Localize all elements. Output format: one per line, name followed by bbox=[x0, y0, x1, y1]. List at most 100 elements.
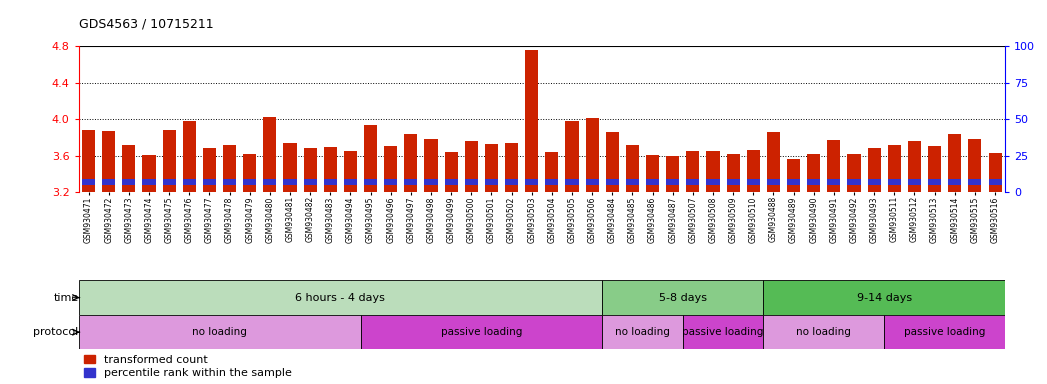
Bar bbox=[847, 154, 861, 192]
Text: no loading: no loading bbox=[615, 327, 670, 337]
Text: GDS4563 / 10715211: GDS4563 / 10715211 bbox=[79, 18, 214, 31]
Bar bbox=[465, 141, 477, 192]
Bar bbox=[766, 132, 780, 192]
Bar bbox=[602, 315, 683, 349]
Bar bbox=[284, 179, 296, 185]
Bar bbox=[646, 155, 660, 192]
Bar bbox=[747, 150, 760, 192]
Bar bbox=[103, 131, 115, 192]
Bar bbox=[727, 179, 740, 185]
Bar bbox=[79, 315, 360, 349]
Bar bbox=[787, 159, 800, 192]
Bar bbox=[585, 179, 599, 185]
Text: protocol: protocol bbox=[34, 327, 79, 337]
Bar bbox=[304, 179, 317, 185]
Bar bbox=[968, 179, 981, 185]
Bar bbox=[364, 179, 377, 185]
Bar bbox=[526, 50, 538, 192]
Bar bbox=[183, 179, 196, 185]
Bar bbox=[203, 179, 216, 185]
Bar bbox=[545, 179, 558, 185]
Bar bbox=[82, 130, 95, 192]
Bar bbox=[606, 132, 619, 192]
Bar bbox=[928, 179, 941, 185]
Bar bbox=[485, 179, 498, 185]
Bar bbox=[162, 130, 176, 192]
Bar bbox=[626, 179, 639, 185]
Bar bbox=[908, 179, 921, 185]
Bar bbox=[324, 179, 337, 185]
Bar bbox=[727, 154, 740, 192]
Bar bbox=[304, 148, 317, 192]
Bar bbox=[807, 154, 820, 192]
Text: 9-14 days: 9-14 days bbox=[856, 293, 912, 303]
Bar bbox=[763, 280, 1005, 315]
Text: 6 hours - 4 days: 6 hours - 4 days bbox=[295, 293, 385, 303]
Bar bbox=[666, 179, 680, 185]
Bar bbox=[988, 153, 1002, 192]
Bar bbox=[82, 179, 95, 185]
Bar bbox=[424, 179, 438, 185]
Bar bbox=[364, 124, 377, 192]
Bar bbox=[683, 315, 763, 349]
Bar bbox=[585, 118, 599, 192]
Bar bbox=[162, 179, 176, 185]
Text: passive loading: passive loading bbox=[441, 327, 522, 337]
Bar bbox=[827, 140, 841, 192]
Bar bbox=[646, 179, 660, 185]
Bar bbox=[766, 179, 780, 185]
Bar bbox=[707, 179, 719, 185]
Bar bbox=[888, 179, 900, 185]
Bar bbox=[949, 134, 961, 192]
Bar bbox=[968, 139, 981, 192]
Bar bbox=[243, 154, 257, 192]
Bar bbox=[183, 121, 196, 192]
Bar bbox=[404, 179, 418, 185]
Bar bbox=[888, 144, 900, 192]
Bar bbox=[763, 315, 885, 349]
Bar bbox=[404, 134, 418, 192]
Text: 5-8 days: 5-8 days bbox=[659, 293, 707, 303]
Bar bbox=[807, 179, 820, 185]
Bar bbox=[626, 144, 639, 192]
Bar bbox=[505, 143, 518, 192]
Bar bbox=[264, 117, 276, 192]
Bar bbox=[747, 179, 760, 185]
Bar bbox=[707, 151, 719, 192]
Bar bbox=[343, 179, 357, 185]
Bar bbox=[988, 179, 1002, 185]
Bar bbox=[243, 179, 257, 185]
Text: passive loading: passive loading bbox=[683, 327, 764, 337]
Bar bbox=[384, 146, 397, 192]
Bar bbox=[526, 179, 538, 185]
Bar bbox=[103, 179, 115, 185]
Legend: transformed count, percentile rank within the sample: transformed count, percentile rank withi… bbox=[84, 355, 292, 379]
Bar bbox=[284, 143, 296, 192]
Bar bbox=[606, 179, 619, 185]
Bar bbox=[687, 151, 699, 192]
Bar bbox=[565, 179, 579, 185]
Bar bbox=[465, 179, 477, 185]
Bar bbox=[384, 179, 397, 185]
Bar bbox=[360, 315, 602, 349]
Text: passive loading: passive loading bbox=[904, 327, 985, 337]
Bar bbox=[928, 146, 941, 192]
Text: no loading: no loading bbox=[797, 327, 851, 337]
Bar bbox=[223, 144, 237, 192]
Bar bbox=[122, 144, 135, 192]
Bar bbox=[142, 155, 156, 192]
Bar bbox=[908, 141, 921, 192]
Bar bbox=[203, 148, 216, 192]
Bar bbox=[79, 280, 602, 315]
Bar bbox=[142, 179, 156, 185]
Bar bbox=[827, 179, 841, 185]
Bar bbox=[868, 179, 881, 185]
Bar bbox=[485, 144, 498, 192]
Bar bbox=[787, 179, 800, 185]
Bar bbox=[666, 156, 680, 192]
Bar bbox=[324, 147, 337, 192]
Bar bbox=[122, 179, 135, 185]
Bar bbox=[445, 179, 458, 185]
Bar bbox=[424, 139, 438, 192]
Bar bbox=[505, 179, 518, 185]
